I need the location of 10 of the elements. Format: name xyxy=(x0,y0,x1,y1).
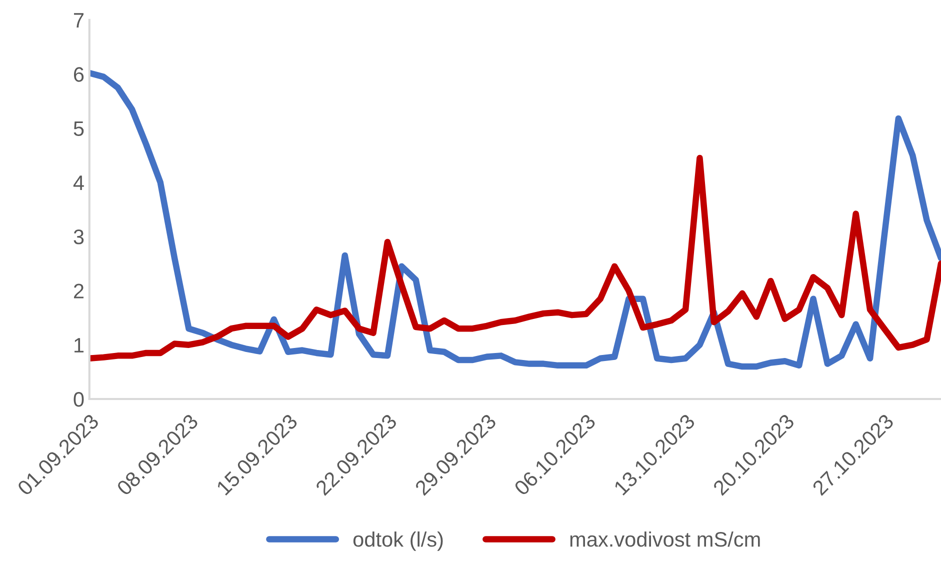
legend-label: odtok (l/s) xyxy=(353,531,443,551)
y-tick-label: 7 xyxy=(74,13,84,28)
y-tick-label: 2 xyxy=(74,284,84,298)
legend-label: max.vodivost mS/cm xyxy=(570,531,760,547)
y-tick-label: 0 xyxy=(74,392,84,407)
y-tick-label: 1 xyxy=(74,338,84,352)
y-tick-label: 4 xyxy=(73,176,84,190)
y-tick-label: 6 xyxy=(74,67,84,82)
y-tick-label: 5 xyxy=(74,121,84,136)
y-tick-label: 3 xyxy=(74,230,84,244)
